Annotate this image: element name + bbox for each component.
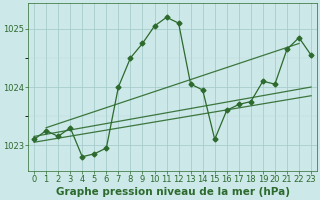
X-axis label: Graphe pression niveau de la mer (hPa): Graphe pression niveau de la mer (hPa)	[56, 187, 290, 197]
